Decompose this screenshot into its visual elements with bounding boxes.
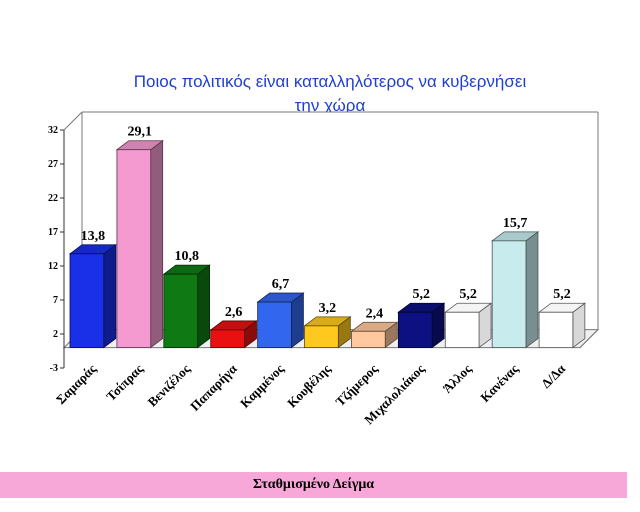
category-label: Δ/Δα (538, 361, 568, 391)
bar-front (257, 301, 292, 349)
category-labels: Σαμαράς ΤσίπραςΒενιζέλοςΠαπαρήγαΚαμμένοςΚ… (53, 361, 569, 428)
bar-front (444, 311, 480, 348)
value-label: 13,8 (81, 229, 106, 244)
frame-floor-right-diagonal (579, 329, 599, 348)
category-label: Βενιζέλος (144, 361, 193, 410)
bars (68, 139, 587, 349)
category-label: Τζήμερος (332, 361, 380, 409)
value-label: 3,2 (319, 301, 337, 316)
y-tick-label: 7 (53, 295, 58, 306)
y-tick-label: 22 (48, 193, 58, 204)
bar-front (397, 311, 433, 348)
bar-side (150, 139, 164, 349)
bar-front (351, 330, 386, 348)
y-tick-label: -3 (50, 363, 58, 374)
y-tick-label: 2 (53, 329, 58, 340)
y-tick-label: 27 (48, 159, 58, 170)
bar-front (304, 325, 339, 348)
category-label: Καμμένος (237, 361, 287, 411)
bar (397, 302, 446, 349)
bar (303, 316, 352, 349)
bar (537, 302, 587, 349)
category-label: Άλλος (440, 361, 475, 396)
value-label: 29,1 (128, 125, 153, 140)
bar (444, 302, 493, 349)
y-tick-label: 32 (48, 125, 58, 136)
chart-title: Ποιος πολιτικός είναι καταλληλότερος να … (133, 72, 527, 115)
category-label: Παπαρήγα (187, 361, 240, 414)
bar-side (197, 264, 210, 349)
category-label: Κουβέλης (284, 361, 334, 411)
bar (490, 231, 540, 349)
category-label: Κανένας (477, 361, 521, 405)
bar-front (116, 149, 152, 349)
value-label: 2,6 (225, 305, 243, 320)
value-label: 5,2 (413, 287, 431, 302)
bar-side (103, 243, 117, 349)
bar (115, 139, 164, 349)
bar-side (525, 231, 539, 349)
bar-front (491, 240, 527, 348)
category-label: Σαμαράς (53, 361, 99, 407)
y-tick-label: 17 (48, 227, 58, 238)
value-label: 6,7 (272, 277, 290, 292)
bar-front (163, 273, 198, 349)
value-label: 5,2 (459, 287, 477, 302)
bar (68, 243, 117, 349)
value-labels: 13,8 29,1 10,8 2,6 6,7 3,2 2,4 5,2 5,2 15,7 5,2 (81, 125, 571, 322)
value-label: 5,2 (553, 287, 571, 302)
bar-front (538, 311, 574, 348)
bar (162, 264, 211, 349)
value-label: 10,8 (174, 249, 199, 264)
y-tick-label: 12 (48, 261, 58, 272)
bar (350, 321, 399, 349)
bar-side (291, 292, 304, 349)
footer-band: Σταθμισμένο Δείγμα (0, 472, 627, 498)
category-label: Τσίπρας (103, 361, 146, 404)
frame-top-left-diagonal (63, 111, 83, 131)
value-label: 15,7 (503, 216, 528, 231)
bar-front (69, 253, 105, 348)
bar (209, 320, 258, 349)
value-label: 2,4 (366, 306, 384, 321)
footer-text: Σταθμισμένο Δείγμα (252, 477, 375, 492)
bar (256, 292, 305, 349)
bar-front (210, 329, 245, 349)
